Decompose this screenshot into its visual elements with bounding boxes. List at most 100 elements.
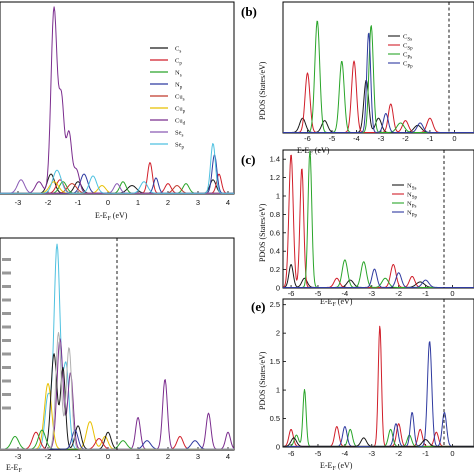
legend-label-se-p: Sep bbox=[175, 142, 185, 151]
panel-e-axes-frame bbox=[282, 298, 474, 448]
legend-label-se-s: Ses bbox=[175, 130, 184, 139]
panel-e-label: (e) bbox=[251, 299, 265, 314]
panel-e-xtick-label: -3 bbox=[368, 449, 375, 458]
legend-label-c-pp: CPp bbox=[403, 61, 413, 70]
legend-label-n-p: Np bbox=[175, 82, 183, 91]
panel-d-legend-stub bbox=[2, 379, 11, 383]
panel-e-ytick-label: 1.5 bbox=[270, 357, 280, 366]
panel-e-ytick-label: 2.5 bbox=[270, 300, 280, 309]
legend-label-c-ps: CPs bbox=[403, 52, 412, 61]
panel-d-legend-stub bbox=[2, 352, 11, 356]
panel-e-series-1-line bbox=[282, 325, 474, 447]
panel-d-xtick-label: 3 bbox=[196, 452, 200, 461]
legend-label-n-sp: NSp bbox=[407, 192, 417, 201]
panel-a-xtick-label: 3 bbox=[196, 198, 200, 207]
panel-e-ytick-label: 1 bbox=[276, 386, 280, 395]
panel-d-xtick-label: 1 bbox=[136, 452, 140, 461]
panel-a-xlabel: E-EF (eV) bbox=[95, 211, 128, 222]
panel-d-xtick-label: 2 bbox=[166, 452, 170, 461]
panel-a-xtick-label: 0 bbox=[106, 198, 110, 207]
panel-b-xtick-label: -4 bbox=[353, 134, 360, 143]
panel-d-legend-stub bbox=[2, 406, 11, 410]
panel-d-series-4-line bbox=[0, 353, 234, 450]
legend-label-n-ss: NSs bbox=[407, 183, 416, 192]
panel-c-xtick-label: 0 bbox=[450, 289, 454, 298]
panel-c-label: (c) bbox=[241, 152, 255, 167]
panel-a-xtick-label: 4 bbox=[226, 198, 230, 207]
panel-d-xtick-label: -2 bbox=[45, 452, 52, 461]
panel-a-xtick-label: 1 bbox=[136, 198, 140, 207]
panel-c-axes-frame bbox=[282, 149, 474, 289]
panel-e-ytick-label: 2 bbox=[276, 329, 280, 338]
panel-b-xlabel: E-EF (eV) bbox=[297, 146, 330, 157]
panel-a-legend: Cs Cp Ns Np Cus Cup Cud Ses Sep bbox=[150, 46, 186, 151]
panel-d-xtick-label: -3 bbox=[15, 452, 22, 461]
panel-e-ytick-label: 0 bbox=[276, 443, 280, 452]
panel-d-legend-stub bbox=[2, 366, 11, 369]
panel-c-xtick-label: -5 bbox=[315, 289, 322, 298]
panel-b-xtick-label: -1 bbox=[427, 134, 434, 143]
panel-b-axes-frame bbox=[282, 1, 474, 134]
legend-label-cu-d: Cud bbox=[175, 118, 186, 127]
panel-e-xtick-label: -2 bbox=[395, 449, 402, 458]
panel-e-pdos: (e) -6 -5 -4 -3 -2 -1 000.511.522.5 E-EF (eV) … bbox=[251, 298, 474, 472]
panel-b-c-pp-line bbox=[283, 32, 474, 133]
panel-d-xtick-label: -1 bbox=[75, 452, 82, 461]
panel-a-se-p-line bbox=[0, 143, 234, 194]
panel-b-xtick-label: 0 bbox=[452, 134, 456, 143]
panel-e-xtick-label: -1 bbox=[422, 449, 429, 458]
legend-label-c-s: Cs bbox=[175, 46, 181, 55]
panel-d-xlabel: E-EF bbox=[6, 463, 22, 474]
panel-d-legend-stub bbox=[2, 339, 11, 342]
legend-label-c-sp: CSp bbox=[403, 43, 413, 52]
panel-e-ytick-label: 0.5 bbox=[270, 414, 280, 423]
panel-a-total-pdos: -3 -2 -1 0 1 2 3 4 Cs Cp Ns Np Cus Cup Cud Ses Sep E-EF… bbox=[0, 1, 235, 222]
panel-e-ylabel: PDOS (States/eV) bbox=[258, 351, 267, 410]
legend-label-n-ps: NPs bbox=[407, 201, 416, 210]
panel-c-n-ps-line bbox=[283, 150, 474, 288]
panel-a-c-p-line bbox=[0, 162, 234, 194]
panel-e-xtick-label: 0 bbox=[450, 449, 454, 458]
panel-d-xtick-label: 4 bbox=[226, 452, 230, 461]
panel-d-legend-stub bbox=[2, 285, 11, 288]
legend-label-cu-p: Cup bbox=[175, 106, 186, 115]
panel-b-ylabel: PDOS (States/eV) bbox=[258, 61, 267, 120]
panel-c-ytick-label: 1.4 bbox=[270, 155, 280, 164]
legend-label-n-s: Ns bbox=[175, 70, 182, 79]
panel-d-legend-stub bbox=[2, 258, 11, 261]
panel-d-legend-stub bbox=[2, 298, 11, 302]
panel-d-legend-stub bbox=[2, 393, 11, 396]
panel-c-xlabel: E-EF (eV) bbox=[320, 297, 353, 308]
panel-b-xtick-label: -5 bbox=[329, 134, 336, 143]
panel-d-xtick-label: 0 bbox=[106, 452, 110, 461]
panel-a-axes-frame bbox=[0, 1, 235, 195]
panel-c-xtick-label: -1 bbox=[422, 289, 429, 298]
panel-c-n-pdos: (c) -6 -5 -4 -3 -2 -1 0 0 0.2 0.4 0.6 0.8 1 1.2 1.4 NS… bbox=[241, 149, 474, 308]
panel-a-xtick-label: -3 bbox=[15, 198, 22, 207]
panel-d-orbital-pdos: -3 -2 -1 0 1 2 3 4 E-EF bbox=[0, 237, 235, 474]
panel-c-n-sp-line bbox=[282, 154, 474, 288]
panel-c-ytick-label: 0.8 bbox=[270, 210, 280, 219]
panel-a-xtick-label: -1 bbox=[75, 198, 82, 207]
legend-label-c-ss: CSs bbox=[403, 34, 412, 43]
panel-d-legend-stub bbox=[2, 312, 11, 315]
legend-label-n-pp: NPp bbox=[407, 210, 417, 219]
legend-label-cu-s: Cus bbox=[175, 94, 185, 103]
panel-e-xtick-label: -5 bbox=[315, 449, 322, 458]
panel-c-xtick-label: -2 bbox=[395, 289, 402, 298]
panel-d-legend-stub bbox=[2, 271, 11, 275]
panel-a-xtick-label: -2 bbox=[45, 198, 52, 207]
panel-b-xtick-label: -6 bbox=[304, 134, 311, 143]
panel-c-ytick-label: 1 bbox=[276, 192, 280, 201]
panel-d-legend-stub bbox=[2, 325, 11, 329]
panel-b-label: (b) bbox=[241, 4, 257, 19]
panel-d-series-1-line bbox=[0, 243, 234, 450]
panel-e-series-4-line bbox=[282, 437, 474, 447]
panel-c-xtick-label: -4 bbox=[342, 289, 349, 298]
panel-d-legend-fragment bbox=[2, 258, 11, 410]
panel-c-xtick-label: -3 bbox=[368, 289, 375, 298]
panel-c-ytick-label: 0.6 bbox=[270, 228, 280, 237]
panel-c-ytick-label: 0.4 bbox=[270, 247, 280, 256]
panel-c-xtick-label: -6 bbox=[288, 289, 295, 298]
